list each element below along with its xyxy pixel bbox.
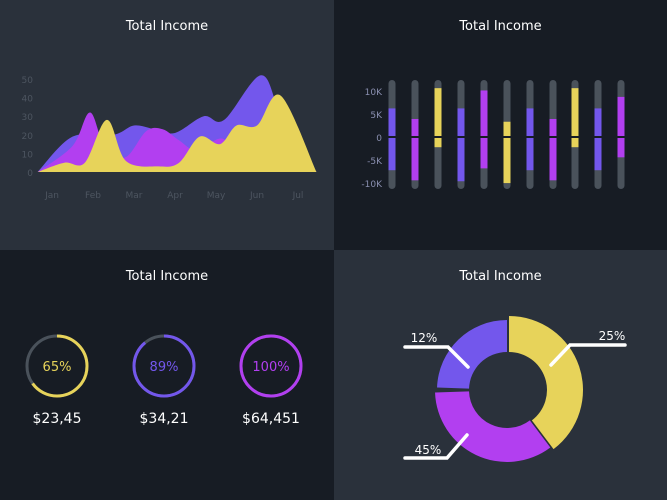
- bar-negative: [594, 138, 602, 171]
- y-tick-label: 0: [27, 169, 33, 179]
- bar-positive: [480, 90, 488, 136]
- bar-negative: [480, 138, 488, 169]
- bar-chart-title: Total Income: [459, 19, 542, 34]
- x-tick-label: Jan: [44, 191, 59, 201]
- x-tick-label: Feb: [85, 191, 101, 201]
- donut-leader-line: [403, 433, 469, 460]
- gauge-arc: [25, 334, 89, 398]
- donut-slice: [437, 320, 507, 389]
- bar-negative: [411, 138, 419, 181]
- donut-leader-line: [549, 343, 627, 367]
- bar-zero-gap: [525, 136, 535, 138]
- bar-zero-gap: [570, 136, 580, 138]
- x-tick-label: Apr: [167, 191, 183, 201]
- bar-positive: [549, 118, 557, 136]
- bar-negative: [617, 138, 625, 158]
- y-tick-label: -10K: [361, 180, 383, 190]
- bar-negative: [503, 138, 511, 184]
- gauge-amount-1: $23,45: [32, 411, 82, 427]
- gauge-arc: [239, 334, 303, 398]
- x-tick-label: Jul: [292, 191, 304, 201]
- y-tick-label: 50: [22, 76, 34, 86]
- donut-title: Total Income: [459, 269, 542, 284]
- gauge-amount-2: $34,21: [139, 411, 189, 427]
- x-tick-label: May: [207, 191, 226, 201]
- bar-negative: [434, 138, 442, 148]
- bar-positive: [457, 108, 465, 136]
- gauge-percent-label: 65%: [43, 360, 72, 375]
- bar-positive: [526, 108, 534, 136]
- gauge-percent-label: 89%: [150, 360, 179, 375]
- bar-zero-gap: [502, 136, 512, 138]
- gauge-panel: Total Income: [0, 250, 334, 500]
- bar-zero-gap: [593, 136, 603, 138]
- x-tick-label: Mar: [126, 191, 143, 201]
- y-tick-label: 10: [22, 150, 34, 160]
- bar-zero-gap: [616, 136, 626, 138]
- area-series-3: [37, 94, 317, 172]
- bar-zero-gap: [548, 136, 558, 138]
- bar-zero-gap: [456, 136, 466, 138]
- bar-negative: [388, 138, 396, 171]
- gauge-title: Total Income: [125, 269, 209, 284]
- bar-negative: [457, 138, 465, 182]
- y-tick-label: 0: [376, 134, 382, 144]
- area-chart-title: Total Income: [125, 19, 209, 34]
- bar-zero-gap: [433, 136, 443, 138]
- bar-positive: [434, 88, 442, 136]
- donut-slice-label: 45%: [415, 443, 442, 457]
- gauge-amount-3: $64,451: [242, 411, 300, 427]
- bar-positive: [594, 108, 602, 136]
- x-tick-label: Jun: [249, 191, 264, 201]
- bar-zero-gap: [410, 136, 420, 138]
- bar-positive: [571, 88, 579, 136]
- bar-positive: [388, 108, 396, 136]
- bar-zero-gap: [387, 136, 397, 138]
- bar-negative: [526, 138, 534, 171]
- gauge-percent-label: 100%: [252, 360, 289, 375]
- gauge-arc: [132, 334, 196, 398]
- bar-positive: [503, 121, 511, 136]
- donut-slice-label: 25%: [599, 329, 626, 343]
- bar-negative: [549, 138, 557, 181]
- y-tick-label: 40: [22, 95, 34, 105]
- bar-zero-gap: [479, 136, 489, 138]
- bar-negative: [571, 138, 579, 148]
- donut-slice-label: 12%: [411, 331, 438, 345]
- y-tick-label: 5K: [370, 111, 383, 121]
- y-tick-label: -5K: [367, 157, 383, 167]
- y-tick-label: 10K: [365, 88, 383, 98]
- bar-positive: [617, 96, 625, 136]
- bar-positive: [411, 118, 419, 136]
- donut-slice: [435, 391, 551, 462]
- donut-leader-line: [403, 345, 470, 369]
- y-tick-label: 30: [22, 113, 34, 123]
- y-tick-label: 20: [22, 132, 34, 142]
